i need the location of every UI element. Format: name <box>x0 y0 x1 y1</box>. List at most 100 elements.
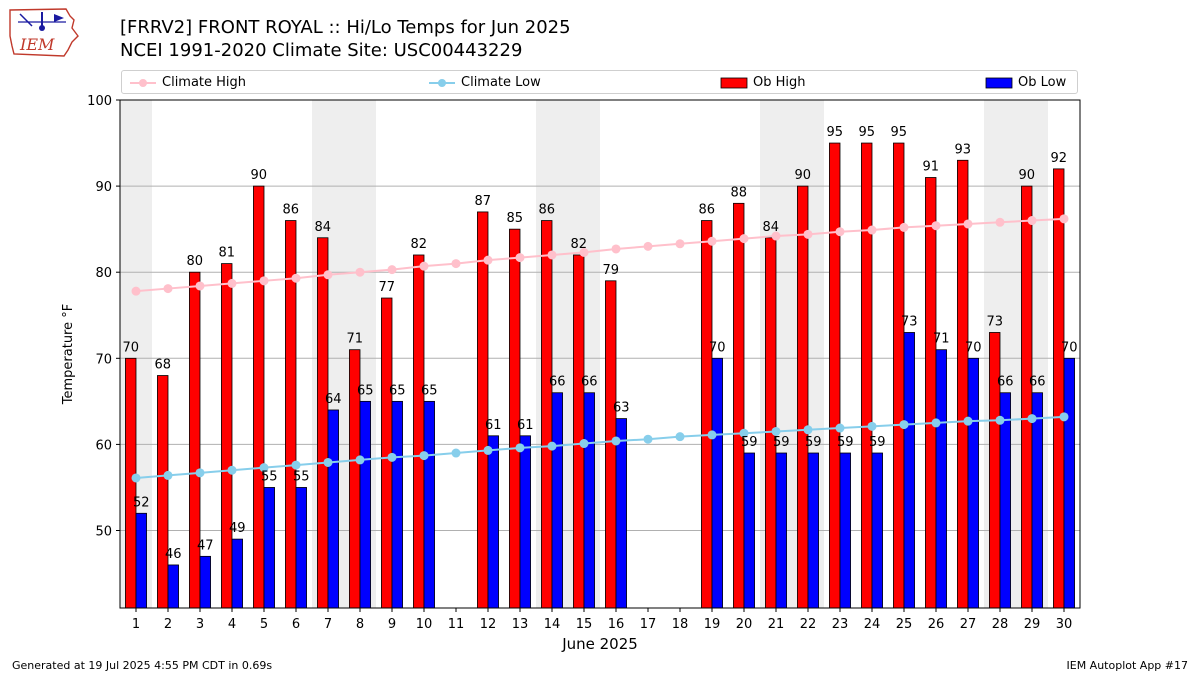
climate-low-point-day-5 <box>259 463 269 473</box>
ob-high-bar-day-15 <box>573 254 585 609</box>
climate-low-point-day-23 <box>835 423 845 433</box>
ob-low-bar-day-30 <box>1063 357 1075 609</box>
ob-high-bar-day-29 <box>1021 185 1033 609</box>
ob-high-label-day-3: 80 <box>186 254 203 269</box>
ob-low-label-day-24: 59 <box>869 435 886 450</box>
ob-high-label-day-13: 85 <box>506 211 523 226</box>
ob-low-label-day-26: 71 <box>933 332 950 347</box>
climate-low-point-day-14 <box>547 441 557 451</box>
ob-low-label-day-27: 70 <box>965 340 982 355</box>
plot-frame <box>119 99 1081 609</box>
ob-high-bar-day-4 <box>221 263 233 609</box>
ob-low-label-day-3: 47 <box>197 538 214 553</box>
climate-high-point-day-27 <box>963 219 973 229</box>
climate-high-point-day-25 <box>899 222 909 232</box>
ob-low-label-day-19: 70 <box>709 340 726 355</box>
ob-low-bar-day-8 <box>359 400 371 609</box>
ob-high-bar-day-5 <box>253 185 265 609</box>
ob-high-bar-day-23 <box>829 142 841 609</box>
climate-high-line <box>135 217 1065 293</box>
ob-low-bar-day-3 <box>199 555 211 609</box>
climate-high-point-day-8 <box>355 267 365 277</box>
ob-low-bar-day-6 <box>295 487 307 609</box>
x-tick-label-3: 3 <box>196 617 204 632</box>
x-tick-label-28: 28 <box>992 617 1009 632</box>
climate-high-point-day-19 <box>707 236 717 246</box>
ob-low-bar-day-19 <box>711 357 723 609</box>
climate-high-point-day-4 <box>227 278 237 288</box>
ob-high-bar-day-10 <box>413 254 425 609</box>
legend-label-ob-low: Ob Low <box>1018 75 1067 90</box>
ob-low-label-day-14: 66 <box>549 375 566 390</box>
ob-low-label-day-9: 65 <box>389 383 406 398</box>
climate-low-point-day-1 <box>131 473 141 483</box>
climate-high-point-day-15 <box>579 247 589 257</box>
climate-high-point-day-13 <box>515 253 525 263</box>
ob-high-label-day-8: 71 <box>346 332 363 347</box>
climate-low-point-day-25 <box>899 420 909 430</box>
ob-low-label-day-10: 65 <box>421 383 438 398</box>
climate-low-point-day-9 <box>387 452 397 462</box>
climate-high-point-day-12 <box>483 255 493 265</box>
climate-low-point-day-18 <box>675 432 685 442</box>
ob-low-bar-day-13 <box>519 435 531 609</box>
ob-high-label-day-6: 86 <box>282 203 299 218</box>
climate-low-point-day-20 <box>739 428 749 438</box>
ob-low-label-day-2: 46 <box>165 547 182 562</box>
ob-low-label-day-23: 59 <box>837 435 854 450</box>
legend-label-climate-low: Climate Low <box>461 75 541 90</box>
y-tick-label-50: 50 <box>95 525 112 540</box>
climate-high-point-day-16 <box>611 244 621 254</box>
ob-high-label-day-12: 87 <box>474 194 491 209</box>
ob-low-bar-day-22 <box>807 452 819 609</box>
y-tick-label-60: 60 <box>95 438 112 453</box>
climate-low-point-day-11 <box>451 448 461 458</box>
ob-low-label-day-30: 70 <box>1061 340 1078 355</box>
ob-high-bar-day-12 <box>477 211 489 609</box>
x-tick-label-18: 18 <box>672 617 689 632</box>
ob-high-bar-day-19 <box>701 220 713 609</box>
footer-generated-text: Generated at 19 Jul 2025 4:55 PM CDT in … <box>12 659 273 672</box>
ob-high-label-day-1: 70 <box>122 340 139 355</box>
climate-low-point-day-29 <box>1027 414 1037 424</box>
climate-high-point-day-30 <box>1059 214 1069 224</box>
ob-low-label-day-7: 64 <box>325 392 342 407</box>
ob-high-label-day-21: 84 <box>762 220 779 235</box>
ob-low-bar-day-10 <box>423 400 435 609</box>
chart-subtitle: NCEI 1991-2020 Climate Site: USC00443229 <box>120 40 523 61</box>
ob-high-label-day-2: 68 <box>154 358 171 373</box>
ob-low-label-day-29: 66 <box>1029 375 1046 390</box>
ob-high-bar-day-2 <box>157 375 169 609</box>
y-tick-label-70: 70 <box>95 352 112 367</box>
climate-low-point-day-21 <box>771 426 781 436</box>
ob-high-bar-day-1 <box>125 357 137 609</box>
x-tick-label-23: 23 <box>832 617 849 632</box>
climate-high-point-day-22 <box>803 229 813 239</box>
climate-high-point-day-14 <box>547 250 557 260</box>
x-tick-label-16: 16 <box>608 617 625 632</box>
ob-high-label-day-29: 90 <box>1018 168 1035 183</box>
ob-high-label-day-16: 79 <box>602 263 619 278</box>
x-tick-label-11: 11 <box>448 617 465 632</box>
climate-low-point-day-27 <box>963 416 973 426</box>
ob-low-label-day-15: 66 <box>581 375 598 390</box>
svg-text:IEM: IEM <box>19 35 55 54</box>
climate-low-point-day-19 <box>707 430 717 440</box>
climate-low-point-day-26 <box>931 418 941 428</box>
chart-legend: Climate High Climate Low Ob High Ob Low <box>121 70 1078 94</box>
x-tick-label-24: 24 <box>864 617 881 632</box>
ob-low-label-day-28: 66 <box>997 375 1014 390</box>
ob-high-bar-day-9 <box>381 297 393 609</box>
ob-high-label-day-27: 93 <box>954 142 971 157</box>
ob-low-bar-day-24 <box>871 452 883 609</box>
climate-high-point-day-7 <box>323 270 333 280</box>
x-tick-label-2: 2 <box>164 617 172 632</box>
x-tick-label-5: 5 <box>260 617 268 632</box>
ob-high-label-day-20: 88 <box>730 185 747 200</box>
ob-low-bar-day-25 <box>903 332 915 609</box>
ob-low-label-day-6: 55 <box>293 469 310 484</box>
climate-high-point-day-11 <box>451 259 461 269</box>
ob-high-label-day-14: 86 <box>538 203 555 218</box>
ob-low-label-day-21: 59 <box>773 435 790 450</box>
x-tick-label-6: 6 <box>292 617 300 632</box>
